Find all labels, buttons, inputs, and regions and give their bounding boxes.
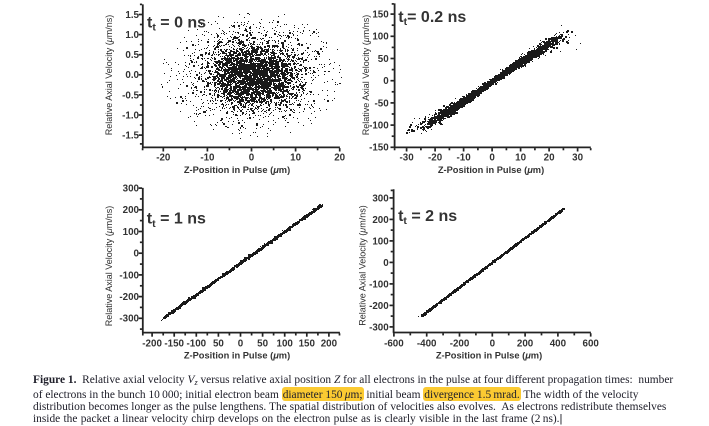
svg-text:300: 300 bbox=[372, 193, 389, 204]
svg-text:200: 200 bbox=[123, 205, 140, 216]
svg-text:-1.0: -1.0 bbox=[122, 110, 139, 121]
svg-text:-100: -100 bbox=[369, 121, 389, 132]
svg-text:tt = 1 ns: tt = 1 ns bbox=[147, 211, 206, 230]
svg-text:0: 0 bbox=[249, 153, 255, 164]
svg-text:0: 0 bbox=[134, 249, 140, 260]
svg-text:-50: -50 bbox=[375, 98, 390, 109]
svg-text:-600: -600 bbox=[384, 339, 404, 350]
svg-text:Z-Position in Pulse (μm): Z-Position in Pulse (μm) bbox=[184, 165, 290, 175]
svg-text:150: 150 bbox=[299, 339, 316, 350]
svg-text:-300: -300 bbox=[369, 322, 389, 333]
svg-text:-200: -200 bbox=[119, 292, 139, 303]
svg-text:20: 20 bbox=[544, 153, 555, 164]
svg-text:1.0: 1.0 bbox=[125, 30, 139, 41]
svg-text:200: 200 bbox=[517, 339, 534, 350]
svg-text:Relative Axial Velocity (μm/ns: Relative Axial Velocity (μm/ns) bbox=[104, 206, 114, 326]
svg-text:10: 10 bbox=[290, 153, 301, 164]
svg-text:0: 0 bbox=[383, 258, 389, 269]
svg-text:1.5: 1.5 bbox=[125, 10, 139, 21]
svg-text:0: 0 bbox=[489, 153, 495, 164]
svg-text:0: 0 bbox=[383, 76, 389, 87]
svg-text:200: 200 bbox=[321, 339, 338, 350]
svg-text:50: 50 bbox=[257, 339, 268, 350]
svg-text:400: 400 bbox=[550, 339, 567, 350]
svg-text:Z-Position in Pulse (μm): Z-Position in Pulse (μm) bbox=[436, 351, 542, 361]
svg-text:0: 0 bbox=[238, 339, 244, 350]
svg-text:50: 50 bbox=[213, 339, 224, 350]
svg-text:100: 100 bbox=[277, 339, 294, 350]
svg-text:100: 100 bbox=[372, 32, 389, 43]
svg-text:-150: -150 bbox=[369, 143, 389, 154]
svg-text:-0.5: -0.5 bbox=[122, 90, 139, 101]
svg-text:-150: -150 bbox=[164, 339, 184, 350]
svg-text:-20: -20 bbox=[428, 153, 443, 164]
svg-text:0: 0 bbox=[490, 339, 496, 350]
svg-text:-30: -30 bbox=[400, 153, 415, 164]
svg-text:-300: -300 bbox=[119, 314, 139, 325]
svg-text:-10: -10 bbox=[200, 153, 215, 164]
svg-text:-400: -400 bbox=[417, 339, 437, 350]
svg-text:-10: -10 bbox=[457, 153, 472, 164]
svg-text:-100: -100 bbox=[119, 270, 139, 281]
svg-text:-100: -100 bbox=[369, 279, 389, 290]
svg-text:20: 20 bbox=[334, 153, 345, 164]
svg-text:0.5: 0.5 bbox=[125, 50, 139, 61]
svg-text:tt = 2 ns: tt = 2 ns bbox=[398, 208, 457, 227]
svg-text:100: 100 bbox=[123, 227, 140, 238]
svg-text:0.0: 0.0 bbox=[125, 70, 139, 81]
svg-text:10: 10 bbox=[515, 153, 526, 164]
svg-text:150: 150 bbox=[372, 10, 389, 21]
svg-text:30: 30 bbox=[572, 153, 583, 164]
svg-text:-100: -100 bbox=[186, 339, 206, 350]
svg-text:-200: -200 bbox=[369, 301, 389, 312]
svg-text:200: 200 bbox=[372, 215, 389, 226]
svg-text:Z-Position in Pulse (μm): Z-Position in Pulse (μm) bbox=[438, 165, 544, 175]
svg-text:600: 600 bbox=[583, 339, 600, 350]
svg-text:tt = 0 ns: tt = 0 ns bbox=[147, 14, 206, 33]
svg-text:300: 300 bbox=[123, 184, 140, 195]
svg-text:-20: -20 bbox=[156, 153, 171, 164]
svg-text:-200: -200 bbox=[450, 339, 470, 350]
svg-text:-1.5: -1.5 bbox=[122, 131, 139, 142]
svg-text:Z-Position in Pulse (μm): Z-Position in Pulse (μm) bbox=[184, 351, 290, 361]
svg-text:tt= 0.2 ns: tt= 0.2 ns bbox=[398, 9, 466, 28]
svg-text:Relative Axial Velocity (μm/ns: Relative Axial Velocity (μm/ns) bbox=[358, 205, 368, 325]
svg-text:100: 100 bbox=[372, 236, 389, 247]
svg-text:50: 50 bbox=[378, 54, 389, 65]
svg-text:-200: -200 bbox=[142, 339, 162, 350]
svg-text:Relative Axial Velocity (μm/ns: Relative Axial Velocity (μm/ns) bbox=[361, 15, 371, 135]
svg-text:Relative Axial Velocity (μm/ns: Relative Axial Velocity (μm/ns) bbox=[104, 15, 114, 135]
